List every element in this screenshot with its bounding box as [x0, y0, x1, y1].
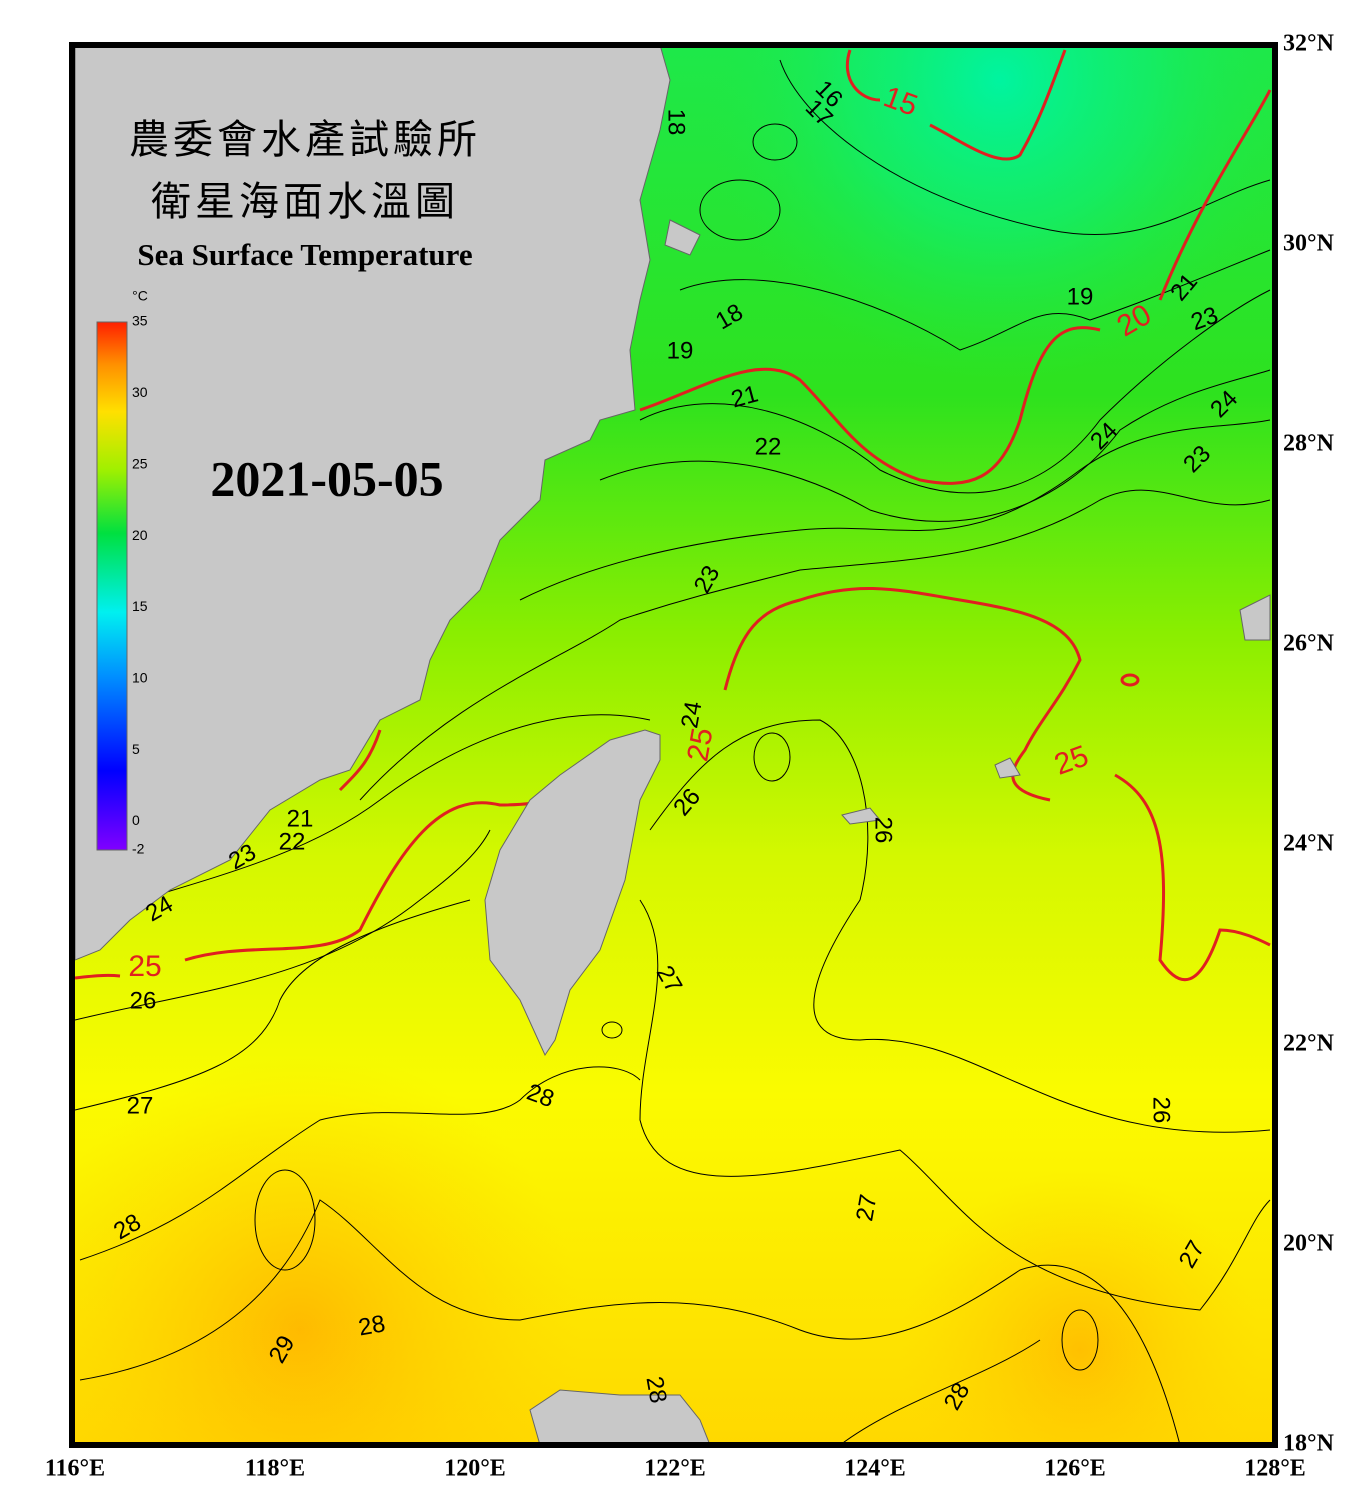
contour-label: 21: [287, 805, 314, 832]
lon-label: 118°E: [245, 1456, 305, 1482]
contour: [75, 829, 491, 1021]
contour: [79, 1066, 641, 1261]
lon-label: 116°E: [45, 1456, 105, 1482]
contour: [601, 1021, 623, 1039]
island: [1239, 594, 1271, 641]
contour: [649, 719, 1271, 1133]
colorbar-label: 0: [132, 812, 140, 828]
contour: [79, 1199, 1181, 1445]
frame: [69, 42, 1278, 1448]
contour: [699, 179, 781, 241]
lat-label: 26°N: [1283, 631, 1335, 657]
land: [75, 45, 1271, 1445]
lat-label: 32°N: [1283, 31, 1335, 57]
island: [841, 807, 881, 825]
colorbar-label: 5: [132, 741, 140, 757]
axes: 116°E 118°E 120°E 122°E 124°E 126°E 128°E 32°N 3…: [45, 31, 1335, 1482]
colorbar-label: 25: [132, 455, 148, 471]
colorbar-label: -2: [132, 841, 145, 857]
contour: [639, 899, 1271, 1311]
isotherm: [1120, 673, 1140, 687]
title-en: Sea Surface Temperature: [137, 237, 472, 272]
lat-label: 20°N: [1283, 1231, 1335, 1257]
title-zh: 農委會水產試驗所: [129, 117, 481, 163]
contour: [679, 249, 1271, 351]
colorbar-label: 30: [132, 384, 148, 400]
lat-label: 18°N: [1283, 1431, 1335, 1457]
title-zh: 衛星海面水溫圖: [151, 179, 459, 225]
lon-label: 126°E: [1044, 1456, 1106, 1482]
contour-label: 26: [130, 987, 157, 1014]
contour-label: 25: [128, 950, 161, 983]
isotherm: [723, 587, 1271, 981]
contour-label: 28: [356, 1310, 387, 1341]
contour: [753, 732, 791, 782]
contour: [75, 714, 651, 921]
colorbar-label: 10: [132, 669, 148, 685]
colorbar-unit: °C: [132, 288, 148, 304]
colorbar-ticks: 35 30 25 20 15 10 5 0 -2: [132, 313, 148, 857]
contour-label: 18: [663, 109, 690, 136]
lon-label: 124°E: [844, 1456, 906, 1482]
contour-label: 26: [870, 817, 897, 844]
island: [664, 219, 701, 256]
colorbar-label: 15: [132, 598, 148, 614]
contour-label: 25: [681, 725, 719, 764]
island: [994, 757, 1021, 779]
isotherm: [845, 49, 1067, 161]
contour: [75, 899, 471, 1111]
taiwan: [484, 729, 661, 1057]
isotherms: [75, 49, 1272, 981]
contour: [519, 419, 1271, 601]
contour: [839, 1339, 1041, 1445]
colorbar: [96, 321, 128, 851]
contour-label: 19: [1067, 283, 1094, 310]
lon-label: 128°E: [1244, 1456, 1306, 1482]
contour: [752, 123, 798, 161]
contour: [1061, 1309, 1099, 1371]
colorbar-label: 35: [132, 313, 148, 329]
date: 2021-05-05: [210, 450, 443, 506]
isotherm: [338, 729, 382, 792]
contour: [639, 289, 1271, 494]
contour-label: 28: [641, 1374, 672, 1405]
isotherm: [639, 89, 1272, 485]
lat-label: 22°N: [1283, 1031, 1335, 1057]
contour: [359, 489, 1271, 801]
luzon: [529, 1389, 711, 1445]
contour-label: 27: [851, 1192, 882, 1223]
lon-label: 120°E: [444, 1456, 506, 1482]
lat-label: 28°N: [1283, 431, 1335, 457]
lat-label: 24°N: [1283, 831, 1335, 857]
lat-label: 30°N: [1283, 231, 1335, 257]
lon-label: 122°E: [644, 1456, 706, 1482]
contour-label: 27: [127, 1092, 154, 1119]
contour: [254, 1169, 316, 1271]
contour-label: 24: [676, 699, 707, 730]
mainland: [75, 45, 671, 961]
contour-label: 22: [279, 828, 306, 855]
contour: [599, 369, 1271, 522]
colorbar-label: 20: [132, 527, 148, 543]
contour-label: 22: [755, 433, 782, 460]
contour-label: 26: [1148, 1097, 1175, 1124]
contour-label: 19: [667, 337, 694, 364]
